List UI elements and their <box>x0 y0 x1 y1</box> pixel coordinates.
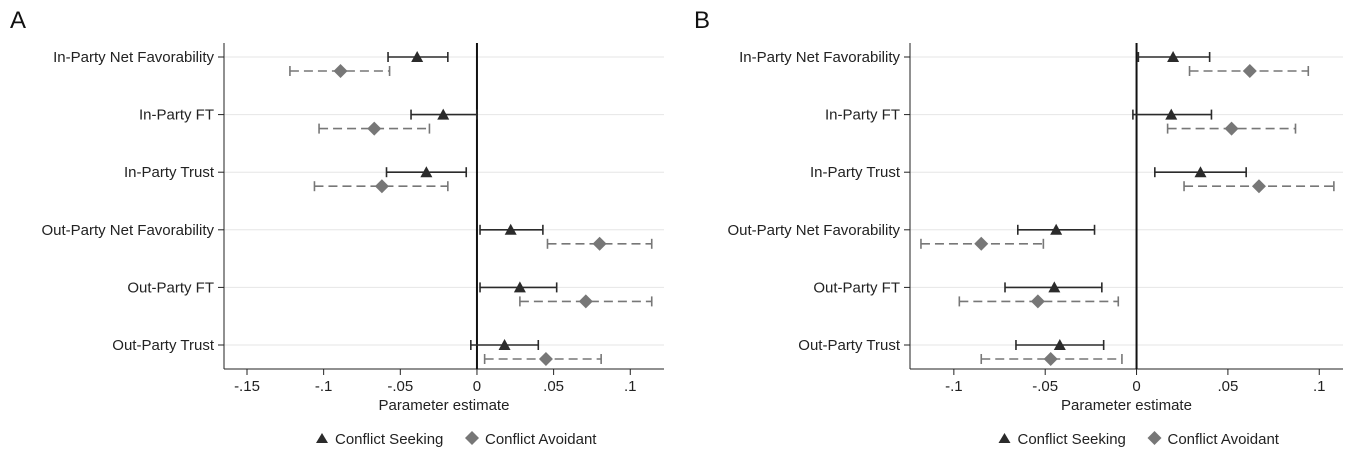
point-estimate-triangle <box>513 281 526 293</box>
point-estimate-diamond <box>333 64 348 78</box>
x-tick-label: -.15 <box>234 378 260 395</box>
x-tick-label: .1 <box>624 378 637 395</box>
legend-label: Conflict Seeking <box>1018 431 1126 448</box>
point-estimate-triangle <box>504 223 517 235</box>
point-estimate-diamond <box>1242 64 1257 78</box>
point-estimate-diamond <box>367 121 382 136</box>
legend-triangle-icon <box>316 433 328 443</box>
x-tick-label: 0 <box>1132 378 1140 395</box>
x-tick-label: .1 <box>1313 378 1326 395</box>
y-tick-label: In-Party FT <box>139 107 214 124</box>
y-tick-label: Out-Party FT <box>127 279 214 296</box>
y-tick-label: In-Party Trust <box>124 164 215 181</box>
x-axis-title: Parameter estimate <box>379 397 510 414</box>
point-estimate-triangle <box>420 166 433 178</box>
legend-label: Conflict Seeking <box>335 431 443 448</box>
point-estimate-diamond <box>1251 179 1266 194</box>
point-estimate-diamond <box>538 352 553 366</box>
point-estimate-diamond <box>578 294 593 309</box>
series-conflict-seeking <box>1004 51 1247 350</box>
point-estimate-triangle <box>1050 223 1063 235</box>
y-tick-label: Out-Party FT <box>813 279 900 296</box>
legend-label: Conflict Avoidant <box>1168 431 1280 448</box>
y-tick-label: In-Party Net Favorability <box>53 49 214 66</box>
x-tick-label: -.1 <box>315 378 333 395</box>
x-tick-label: .05 <box>1217 378 1238 395</box>
legend: Conflict Seeking Conflict Avoidant <box>998 431 1280 448</box>
y-tick-label: Out-Party Net Favorability <box>41 222 214 239</box>
legend-diamond-icon <box>1147 431 1162 445</box>
point-estimate-triangle <box>1167 51 1180 62</box>
point-estimate-triangle <box>437 108 450 120</box>
point-estimate-triangle <box>1194 166 1207 178</box>
panel-label: A <box>10 7 26 34</box>
series-conflict-seeking <box>385 51 558 350</box>
x-tick-label: -.05 <box>387 378 413 395</box>
point-estimate-triangle <box>1165 108 1178 120</box>
legend: Conflict Seeking Conflict Avoidant <box>316 431 597 448</box>
y-tick-label: Out-Party Net Favorability <box>727 222 900 239</box>
point-estimate-diamond <box>592 236 607 251</box>
series-conflict-avoidant <box>289 64 653 366</box>
x-tick-label: 0 <box>473 378 481 395</box>
panel-b: B In-Party Net Favorability In-Party FT In-… <box>694 7 1343 448</box>
point-estimate-diamond <box>1030 294 1045 309</box>
x-tick-label: -.1 <box>945 378 963 395</box>
point-estimate-diamond <box>974 236 989 251</box>
point-estimate-triangle <box>1053 339 1066 350</box>
y-tick-label: In-Party FT <box>825 107 900 124</box>
panel-a: A In-Party Net Favorability In-Party FT In-… <box>10 7 664 448</box>
x-axis-title: Parameter estimate <box>1061 397 1192 414</box>
x-tick-label: .05 <box>543 378 564 395</box>
y-tick-label: In-Party Trust <box>810 164 901 181</box>
point-estimate-diamond <box>1043 352 1058 366</box>
point-estimate-triangle <box>498 339 511 350</box>
point-estimate-diamond <box>374 179 389 194</box>
series-conflict-avoidant <box>920 64 1335 366</box>
y-tick-label: Out-Party Trust <box>798 337 901 354</box>
legend-label: Conflict Avoidant <box>485 431 597 448</box>
y-tick-label: In-Party Net Favorability <box>739 49 900 66</box>
x-tick-label: -.05 <box>1032 378 1058 395</box>
legend-diamond-icon <box>465 431 479 445</box>
point-estimate-triangle <box>1048 281 1061 293</box>
legend-triangle-icon <box>998 433 1011 443</box>
y-tick-label: Out-Party Trust <box>112 337 215 354</box>
point-estimate-diamond <box>1224 121 1239 136</box>
panel-label: B <box>694 7 710 34</box>
point-estimate-triangle <box>411 51 424 62</box>
